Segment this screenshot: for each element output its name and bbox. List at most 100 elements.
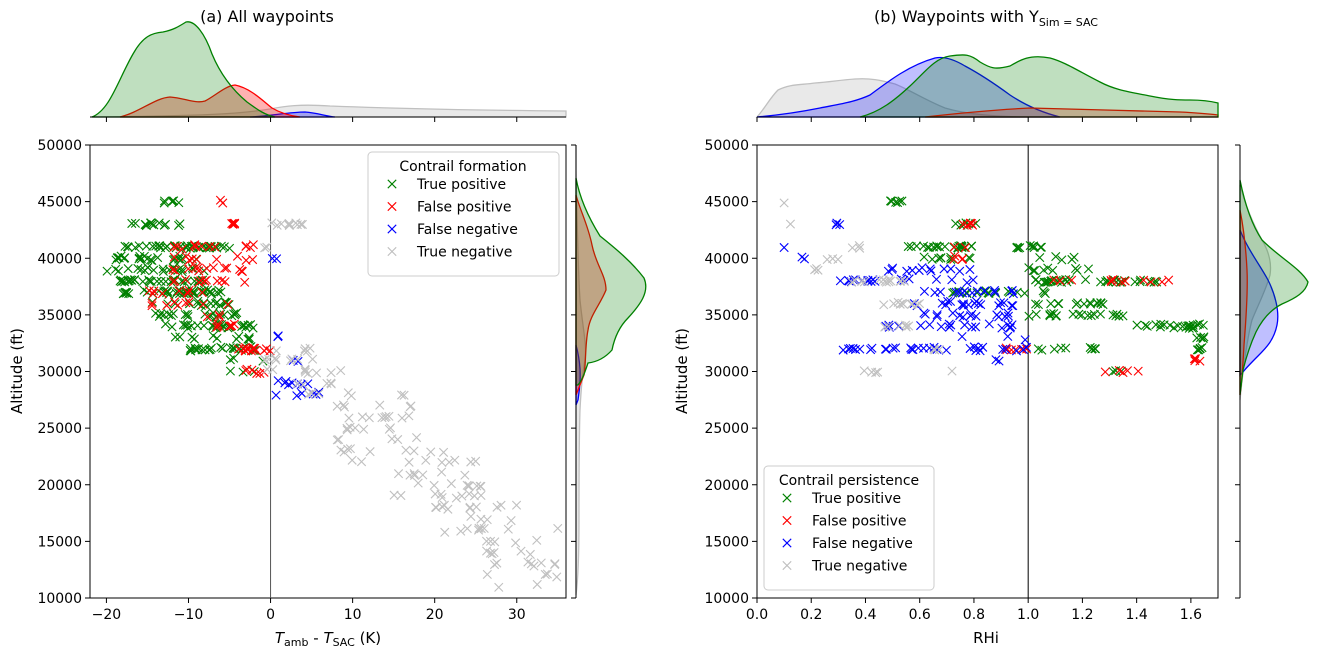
point-tn — [460, 470, 470, 480]
x-tick-label: 0.4 — [854, 607, 876, 623]
point-fn — [835, 219, 845, 230]
point-tp — [903, 241, 913, 252]
point-tp — [141, 220, 151, 230]
point-tp — [1114, 311, 1124, 321]
point-fn — [881, 344, 892, 354]
point-tp — [244, 334, 254, 344]
point-tn — [884, 277, 894, 287]
point-tn — [438, 447, 449, 457]
point-tp — [243, 334, 253, 344]
point-fn — [958, 301, 969, 311]
point-tp — [886, 196, 897, 206]
x-tick-label: −20 — [92, 607, 122, 623]
point-tn — [356, 457, 367, 467]
point-fn — [967, 322, 977, 332]
point-fn — [954, 287, 964, 298]
point-tn — [465, 503, 475, 513]
point-tp — [169, 196, 179, 206]
point-tn — [482, 515, 492, 525]
point-fn — [926, 266, 936, 276]
point-tp — [1025, 240, 1035, 251]
point-tp — [216, 342, 226, 352]
panel-a-top-ticks — [105, 117, 518, 122]
legend-marker — [782, 515, 792, 526]
point-tp — [206, 343, 216, 353]
point-tp — [1064, 275, 1074, 285]
panel-b-right-ticks — [1235, 144, 1240, 599]
point-fp — [214, 310, 224, 320]
point-tp — [159, 198, 169, 208]
point-fp — [202, 263, 212, 274]
point-fn — [999, 298, 1009, 308]
point-tn — [474, 523, 484, 533]
point-tn — [334, 434, 344, 445]
point-fp — [157, 289, 168, 299]
point-tn — [300, 364, 310, 374]
point-tp — [967, 241, 977, 251]
point-tp — [229, 353, 239, 363]
point-tn — [409, 470, 420, 480]
point-tn — [404, 457, 414, 467]
point-tp — [190, 343, 200, 353]
point-tp — [934, 253, 944, 263]
point-tn — [492, 558, 502, 568]
x-tick-label: 1.2 — [1071, 607, 1093, 623]
point-fn — [955, 311, 965, 321]
point-tn — [350, 423, 360, 433]
point-tn — [305, 343, 315, 353]
point-fp — [1120, 276, 1130, 286]
point-tp — [206, 287, 216, 297]
point-tp — [149, 265, 159, 275]
point-tp — [1188, 320, 1198, 330]
point-tn — [285, 356, 296, 366]
point-tp — [1012, 242, 1023, 252]
point-fp — [222, 263, 232, 273]
point-fp — [191, 242, 201, 252]
y-tick-label: 20000 — [37, 478, 82, 494]
point-fn — [957, 331, 967, 342]
point-tn — [464, 489, 474, 499]
point-tp — [185, 243, 195, 253]
y-tick-label: 45000 — [37, 195, 82, 211]
point-fp — [960, 242, 970, 253]
point-tp — [1030, 275, 1041, 285]
panel-a: (a) All waypoints −20 −10 0 10 20 30 10000 150… — [8, 7, 647, 649]
point-tp — [1118, 311, 1128, 321]
point-tp — [919, 252, 929, 262]
point-fp — [1114, 365, 1124, 376]
point-fn — [972, 286, 982, 296]
point-fp — [183, 264, 193, 274]
point-tp — [147, 297, 158, 307]
legend-label: False negative — [417, 222, 518, 238]
point-fp — [251, 345, 261, 355]
point-fp — [247, 255, 258, 265]
point-tp — [1031, 299, 1041, 309]
point-fp — [162, 300, 172, 311]
point-tp — [127, 275, 137, 285]
point-tn — [365, 447, 375, 457]
y-tick-label: 50000 — [704, 138, 749, 154]
panel-b-right-marginal — [1239, 145, 1309, 598]
point-tp — [160, 319, 171, 329]
point-tn — [532, 579, 542, 590]
point-tp — [1042, 277, 1052, 287]
point-tn — [409, 446, 419, 456]
point-fp — [148, 289, 158, 299]
point-tp — [170, 332, 180, 342]
point-tp — [175, 219, 185, 229]
y-tick-label: 40000 — [704, 251, 749, 267]
point-fp — [196, 275, 206, 286]
point-tp — [225, 355, 235, 365]
point-tp — [1035, 253, 1045, 263]
point-tp — [972, 288, 982, 298]
point-tp — [180, 320, 191, 330]
point-fp — [252, 368, 262, 379]
y-tick-label: 10000 — [37, 591, 82, 607]
point-fn — [965, 264, 975, 275]
point-fn — [271, 390, 281, 400]
point-tp — [158, 264, 168, 274]
point-fn — [984, 319, 994, 329]
point-tp — [216, 287, 226, 297]
point-tn — [418, 470, 428, 480]
point-tp — [218, 343, 228, 353]
